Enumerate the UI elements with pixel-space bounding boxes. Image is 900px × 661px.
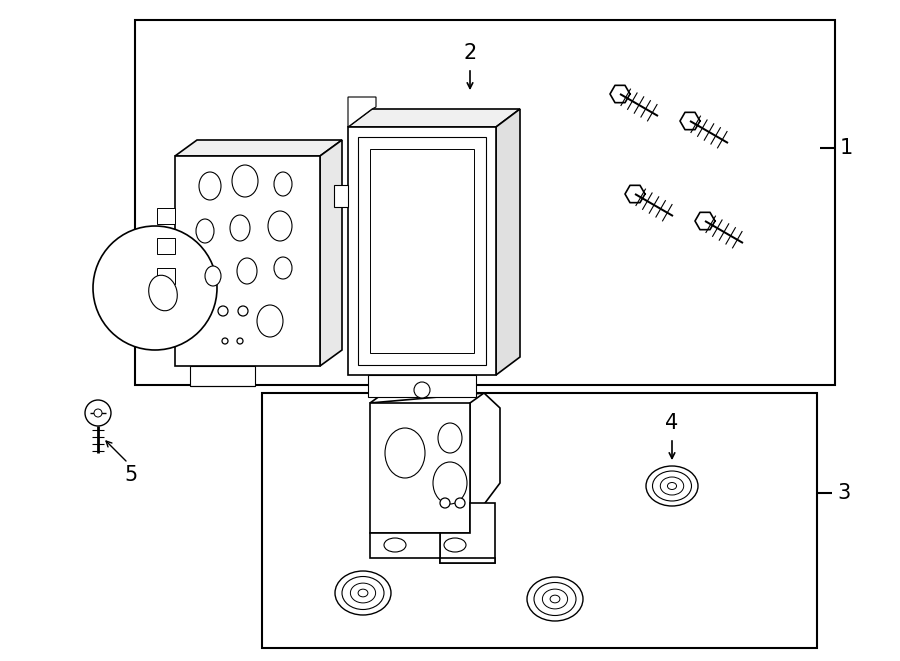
Ellipse shape bbox=[661, 477, 684, 495]
Polygon shape bbox=[157, 268, 175, 284]
Ellipse shape bbox=[257, 305, 283, 337]
Polygon shape bbox=[157, 208, 175, 224]
Ellipse shape bbox=[433, 462, 467, 504]
Ellipse shape bbox=[384, 538, 406, 552]
Circle shape bbox=[85, 400, 111, 426]
Circle shape bbox=[218, 306, 228, 316]
Text: 1: 1 bbox=[840, 138, 853, 158]
Polygon shape bbox=[348, 97, 376, 127]
Polygon shape bbox=[440, 503, 495, 563]
Ellipse shape bbox=[268, 211, 292, 241]
Circle shape bbox=[94, 409, 102, 417]
Ellipse shape bbox=[274, 257, 292, 279]
Bar bbox=[358, 137, 486, 365]
Circle shape bbox=[222, 338, 228, 344]
Ellipse shape bbox=[350, 583, 375, 603]
Ellipse shape bbox=[385, 428, 425, 478]
Polygon shape bbox=[320, 140, 342, 366]
Polygon shape bbox=[370, 393, 500, 523]
Circle shape bbox=[455, 498, 465, 508]
Polygon shape bbox=[157, 238, 175, 254]
Circle shape bbox=[93, 226, 217, 350]
Ellipse shape bbox=[196, 219, 214, 243]
Polygon shape bbox=[190, 366, 255, 386]
Bar bbox=[348, 127, 496, 375]
Ellipse shape bbox=[358, 589, 368, 597]
Circle shape bbox=[238, 306, 248, 316]
Ellipse shape bbox=[205, 266, 221, 286]
Ellipse shape bbox=[237, 258, 257, 284]
Polygon shape bbox=[370, 403, 470, 533]
Circle shape bbox=[414, 382, 430, 398]
Ellipse shape bbox=[148, 275, 177, 311]
Ellipse shape bbox=[652, 471, 691, 501]
Polygon shape bbox=[175, 140, 342, 156]
Ellipse shape bbox=[543, 589, 568, 609]
Ellipse shape bbox=[534, 582, 576, 615]
Text: 2: 2 bbox=[464, 43, 477, 63]
Polygon shape bbox=[348, 109, 520, 127]
Bar bbox=[334, 185, 348, 207]
Text: 4: 4 bbox=[665, 413, 679, 433]
Bar bbox=[370, 149, 474, 353]
Ellipse shape bbox=[550, 595, 560, 603]
Circle shape bbox=[237, 338, 243, 344]
Polygon shape bbox=[370, 533, 495, 563]
Polygon shape bbox=[496, 109, 520, 375]
Ellipse shape bbox=[199, 172, 221, 200]
Circle shape bbox=[440, 498, 450, 508]
Ellipse shape bbox=[274, 172, 292, 196]
Ellipse shape bbox=[232, 165, 258, 197]
Ellipse shape bbox=[342, 576, 384, 609]
Ellipse shape bbox=[444, 538, 466, 552]
Ellipse shape bbox=[438, 423, 462, 453]
Text: 3: 3 bbox=[837, 483, 850, 503]
Ellipse shape bbox=[335, 571, 391, 615]
Ellipse shape bbox=[230, 215, 250, 241]
Ellipse shape bbox=[668, 483, 677, 490]
Polygon shape bbox=[368, 375, 476, 397]
Ellipse shape bbox=[646, 466, 698, 506]
Text: 5: 5 bbox=[124, 465, 138, 485]
Bar bbox=[135, 20, 835, 385]
Bar bbox=[175, 156, 320, 366]
Ellipse shape bbox=[527, 577, 583, 621]
Bar bbox=[262, 393, 817, 648]
